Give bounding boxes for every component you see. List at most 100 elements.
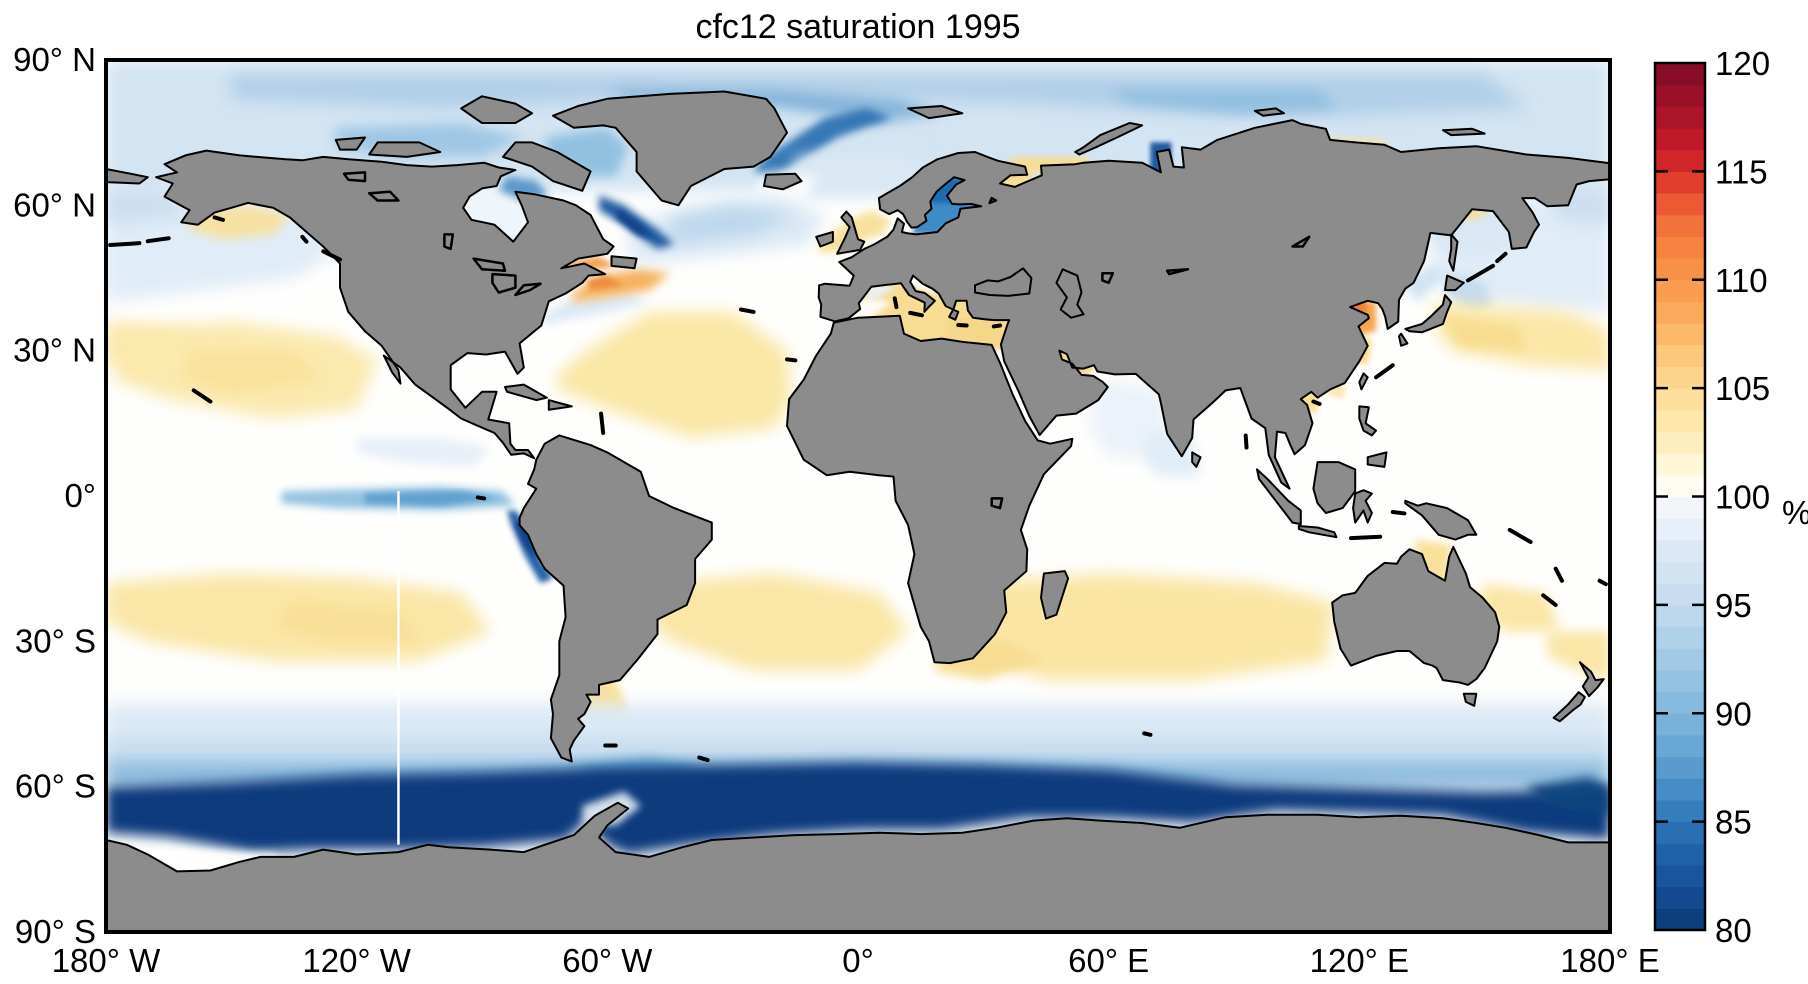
lake-lake-erie-ontario <box>514 282 542 297</box>
x-tick-label: 60° E <box>1068 942 1149 979</box>
colorbar-band <box>1655 431 1705 454</box>
island-dash <box>599 411 606 436</box>
colorbar-band <box>1655 63 1705 86</box>
lake-lake-winnipeg <box>443 233 455 251</box>
map-frame <box>104 58 1612 934</box>
x-tick-label: 180° E <box>1560 942 1659 979</box>
colorbar-band <box>1655 799 1705 823</box>
colorbar-tick-label: 105 <box>1715 370 1770 407</box>
ocean-patch-natl-subtropical-yellow <box>557 311 792 438</box>
colorbar-band <box>1655 279 1705 302</box>
island-dash <box>1390 509 1407 516</box>
island-dash <box>1311 399 1322 406</box>
island-dash <box>145 236 171 244</box>
island-dash <box>1374 363 1395 380</box>
ocean-patch-gulfstream-core <box>586 275 624 291</box>
island-dash <box>300 234 309 244</box>
island-dash <box>475 495 487 501</box>
colorbar: 120 115 110 105 100 95 90 85 80 % <box>1653 45 1808 949</box>
land-masses <box>106 90 1610 932</box>
land-sri-lanka <box>1191 451 1202 468</box>
colorbar-band <box>1655 669 1705 693</box>
lake-lake-baikal <box>1291 235 1311 248</box>
colorbar-band <box>1655 496 1705 519</box>
colorbar-band <box>1655 864 1705 888</box>
colorbar-band <box>1655 149 1705 172</box>
land-ellesmere-island <box>460 95 534 124</box>
land-greenland <box>552 90 788 207</box>
colorbar-tick-label: 95 <box>1715 587 1752 624</box>
lake-aral-sea <box>1101 271 1115 285</box>
land-ireland <box>815 231 834 248</box>
land-caspian-sea-masked <box>1055 268 1085 319</box>
ocean-patch-nz-north-yellow <box>1547 631 1610 681</box>
colorbar-band <box>1655 908 1705 931</box>
x-tick-label: 120° W <box>302 942 411 979</box>
y-tick-label: 60° S <box>15 768 96 805</box>
colorbar-band <box>1655 648 1705 671</box>
latitude-axis: 90° N 60° N 30° N 0° 30° S 60° S 90° S <box>13 41 96 950</box>
small-islands <box>108 215 1608 763</box>
colorbar-tick-label: 110 <box>1715 262 1768 299</box>
colorbar-ticks <box>1655 170 1705 823</box>
land-hokkaido <box>1444 274 1465 292</box>
figure-title: cfc12 saturation 1995 <box>695 8 1020 46</box>
land-sakhalin <box>1448 233 1459 272</box>
land-madagascar <box>1040 570 1070 620</box>
land-svalbard <box>907 105 964 120</box>
ocean-patch-nz-south-navy-tongue <box>1526 777 1610 816</box>
ocean-patch-fram-egreenland-dark <box>753 108 892 177</box>
longitude-axis: 180° W 120° W 60° W 0° 60° E 120° E 180° E <box>52 942 1660 979</box>
ocean-patch-nwpac-yellow <box>1434 302 1610 370</box>
island-dash <box>1553 566 1564 583</box>
x-tick-label: 0° <box>842 942 874 979</box>
colorbar-tick-label: 80 <box>1715 912 1752 949</box>
island-dash <box>212 215 225 222</box>
island-dash <box>1597 578 1608 587</box>
map-plot-area <box>106 60 1610 932</box>
land-java <box>1297 525 1338 539</box>
island-dash <box>784 357 798 363</box>
colorbar-band <box>1655 691 1705 714</box>
colorbar-tick-label: 115 <box>1715 153 1768 190</box>
lake-lake-ladoga <box>988 196 998 205</box>
land-sulawesi <box>1352 489 1373 524</box>
island-dash <box>739 307 756 314</box>
colorbar-tick-label: 120 <box>1715 45 1770 82</box>
colorbar-band <box>1655 583 1705 606</box>
colorbar-band <box>1655 366 1705 389</box>
ocean-patch-nepac-yellow-core <box>181 350 324 395</box>
land-honshu <box>1404 294 1453 334</box>
land-mindanao <box>1366 451 1388 468</box>
island-dash <box>991 323 1003 329</box>
colorbar-band <box>1655 843 1705 866</box>
lake-lake-superior <box>472 257 507 272</box>
ocean-patch-norwegian-pale <box>795 156 921 196</box>
ocean-patch-satl-yellow <box>640 573 909 671</box>
colorbar-band <box>1655 301 1705 324</box>
island-dash <box>108 241 142 248</box>
ocean-patch-slope-water-pale <box>540 292 650 324</box>
colorbar-tick-labels: 120 115 110 105 100 95 90 85 80 <box>1715 45 1770 949</box>
ocean-patch-centam-pale-blue <box>356 437 491 467</box>
ocean-patch-kuroshio-yellow-core <box>1442 316 1527 351</box>
colorbar-band <box>1655 388 1705 411</box>
colorbar-band <box>1655 258 1705 281</box>
island-dash <box>1507 527 1533 545</box>
land-victoria-island <box>368 141 442 158</box>
colorbar-band <box>1655 734 1705 758</box>
x-tick-label: 60° W <box>562 942 653 979</box>
ocean-patch-southern-navy-band <box>106 762 1610 855</box>
land-nz-south-island <box>1552 691 1586 723</box>
land-africa <box>786 314 1074 665</box>
island-dash <box>1465 263 1496 283</box>
ocean-patch-labrador-navy-core <box>615 210 654 240</box>
land-antarctica <box>106 801 1610 932</box>
y-tick-label: 60° N <box>13 186 96 223</box>
land-hispaniola <box>547 399 573 411</box>
y-tick-label: 0° <box>64 477 96 514</box>
ocean-patch-natl-subpolar-mid <box>670 205 796 245</box>
colorbar-band <box>1655 626 1705 649</box>
colorbar-band <box>1655 409 1705 432</box>
ocean-patch-japan-sea-blue <box>1401 263 1443 303</box>
